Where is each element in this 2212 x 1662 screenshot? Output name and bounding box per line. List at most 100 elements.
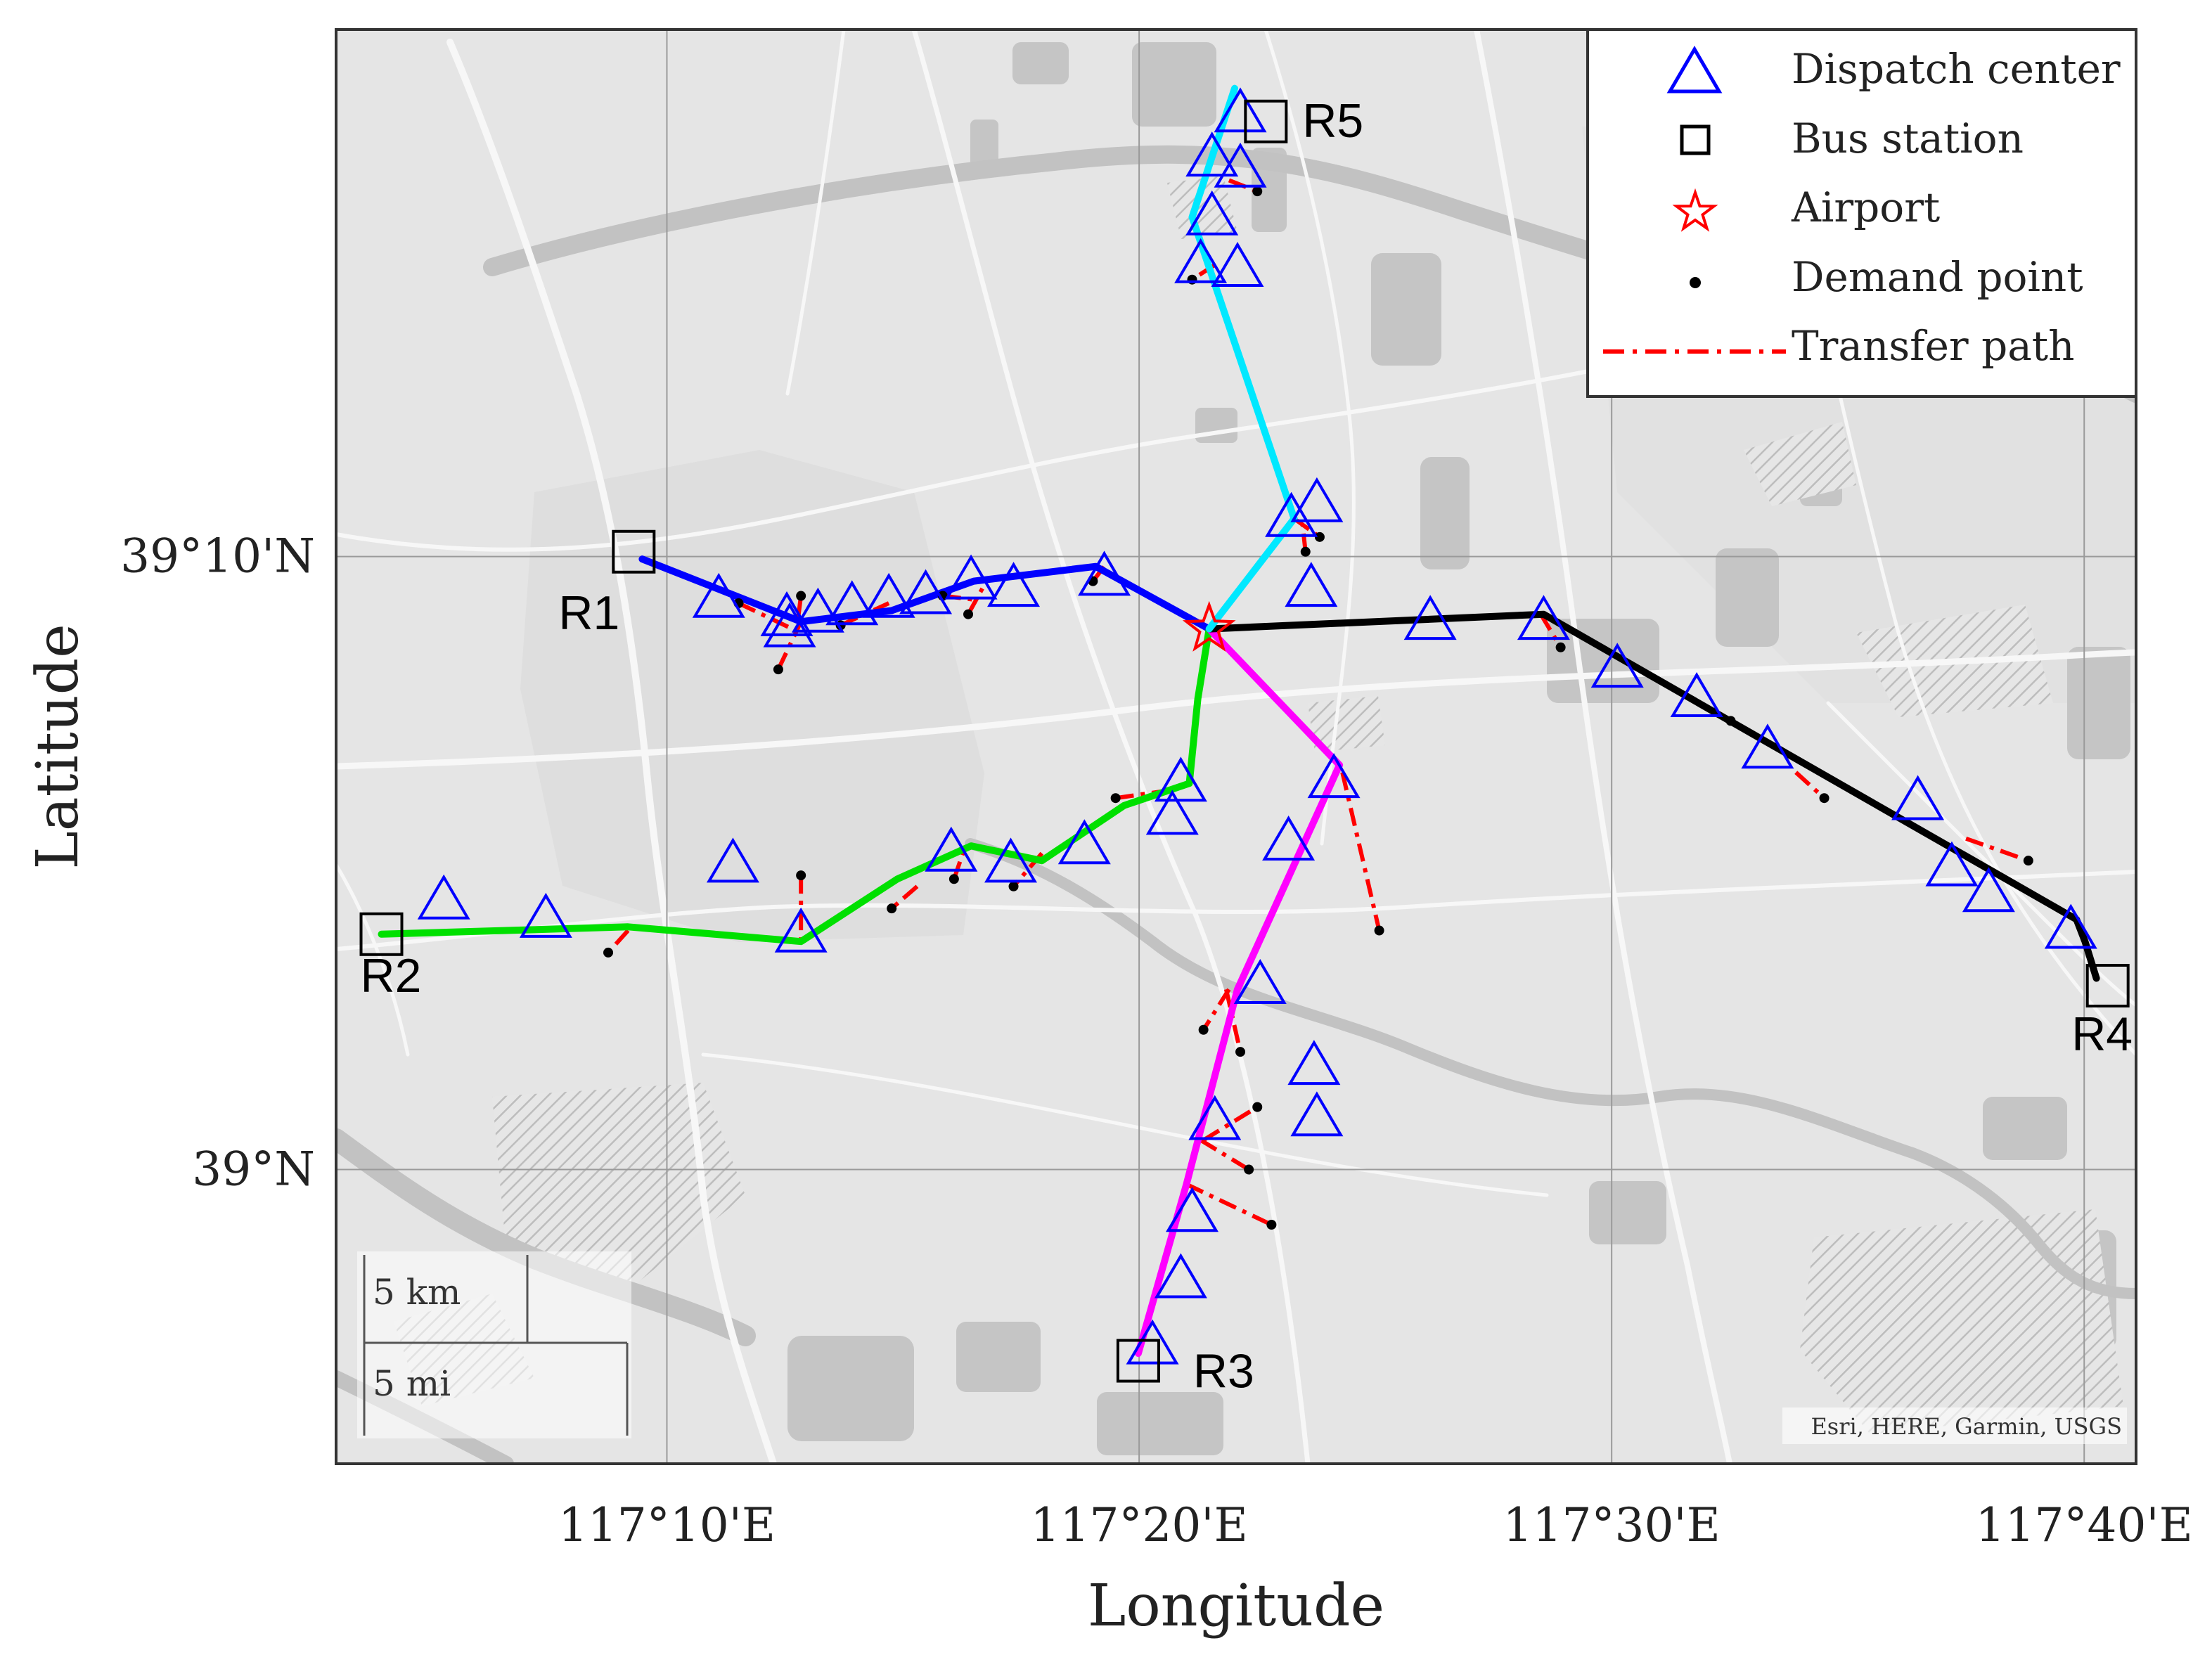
bus-station-marker-r1 [612,529,656,574]
dispatch-center-marker [1670,672,1723,717]
legend-dispatch-label: Dispatch center [1792,45,2121,93]
demand-point [1374,925,1384,936]
route-line-r1 [638,555,1213,633]
legend-station-label: Bus station [1792,115,2024,162]
scale-bar: 5 km 5 mi [357,1251,631,1438]
x-tick-labels: 117°10'E 117°20'E 117°30'E 117°40'E [558,1498,2193,1552]
x-tick-label: 117°20'E [1030,1498,1247,1552]
demand-point [1819,793,1830,804]
dispatch-center-marker [1211,242,1264,287]
x-axis-title: Longitude [1088,1573,1384,1640]
dispatch-center-marker [1126,1319,1179,1365]
dispatch-center-marker [1154,1253,1207,1299]
dispatch-center-marker [984,837,1037,883]
dispatch-center-marker [2044,903,2097,949]
dispatch-center-marker [1174,238,1228,283]
demand-point [1198,1024,1209,1035]
demand-point [796,870,806,881]
legend-airport-icon [1672,188,1718,232]
transfer-path [1200,1138,1250,1172]
transfer-path [606,929,630,954]
dispatch-center-marker [825,580,879,626]
dispatch-center-marker [899,569,953,614]
demand-point [949,874,959,884]
transfer-path [1538,613,1563,649]
demand-point [796,591,806,601]
dispatch-centers [417,87,2097,1365]
demand-point [1314,532,1325,542]
dispatch-center-marker [519,892,572,938]
x-tick-label: 117°10'E [558,1498,776,1552]
dispatch-center-marker [763,602,816,648]
transfer-path [1223,988,1242,1052]
dispatch-center-marker [1214,87,1267,133]
dispatch-center-marker [944,554,998,600]
dispatch-center-marker [791,587,844,633]
demand-point [1235,1047,1246,1057]
dispatch-center-marker [987,562,1041,607]
dispatch-center-marker [1233,959,1287,1004]
dispatch-center-marker [1214,142,1267,188]
demand-point [1266,1220,1277,1230]
demand-point [1244,1164,1254,1175]
dispatch-center-marker [1166,1187,1219,1232]
bus-station-label-r5: R5 [1302,94,1363,148]
demand-point [963,609,974,619]
dispatch-center-marker [1925,841,1979,887]
route-line-r3 [1134,625,1344,1358]
demand-point [1555,642,1566,652]
y-tick-label: 39°N [192,1142,315,1197]
dispatch-center-marker [1891,775,1945,820]
dispatch-center-marker [862,572,915,618]
dispatch-center-marker [925,826,978,872]
bus-station-marker-r5 [1244,99,1288,143]
dispatch-center-marker [760,591,814,636]
dispatch-center-marker [1285,562,1338,607]
bus-station-label-r1: R1 [558,586,619,640]
dispatch-center-marker [692,572,745,618]
transfer-path [738,601,794,631]
bus-station-marker-r4 [2085,964,2130,1007]
airport-star-icon [1182,600,1236,652]
dispatch-center-marker [706,837,759,883]
dispatch-center-marker [1262,816,1316,861]
scale-mi-label: 5 mi [373,1363,451,1404]
dispatch-center-marker [1265,491,1318,537]
demand-point [1252,186,1263,197]
demand-point [1252,1102,1263,1112]
dispatch-center-marker [1145,790,1199,835]
dispatch-center-marker [1590,643,1644,688]
dispatch-center-marker [1185,190,1239,236]
legend: Dispatch center Bus station Airport Dema… [1586,28,2137,398]
dispatch-center-marker [774,907,828,953]
airport [1182,600,1236,652]
transfer-path [1202,1105,1259,1142]
bus-station-label-r2: R2 [361,949,422,1003]
demand-point [773,664,783,675]
legend-demand-label: Demand point [1792,253,2083,301]
x-tick-label: 117°40'E [1976,1498,2193,1552]
dispatch-center-marker [1403,595,1457,640]
y-tick-label: 39°10'N [120,529,315,584]
demand-point [1300,546,1311,557]
dispatch-center-marker [417,874,470,920]
dispatch-center-marker [1188,1095,1242,1140]
bus-station-label-r3: R3 [1193,1345,1254,1398]
transfer-path [1794,771,1826,800]
demand-point [1110,793,1121,804]
dispatch-center-marker [1185,131,1239,177]
route-line-r2 [378,625,1213,946]
legend-station-icon [1680,124,1711,155]
transfer-path [1340,771,1382,932]
legend-dispatch-icon [1666,46,1723,94]
bus-station-label-r4: R4 [2071,1007,2133,1061]
dispatch-center-marker [1517,595,1570,640]
route-line-r5 [1188,84,1298,633]
dispatch-center-marker [1290,477,1344,522]
dispatch-center-marker [1287,1040,1341,1086]
dispatch-center-marker [1290,1091,1344,1137]
y-tick-labels: 39°10'N 39°N [120,529,315,1197]
dispatch-center-marker [1962,867,2015,913]
transfer-path [1185,1182,1273,1227]
x-tick-label: 117°30'E [1503,1498,1721,1552]
